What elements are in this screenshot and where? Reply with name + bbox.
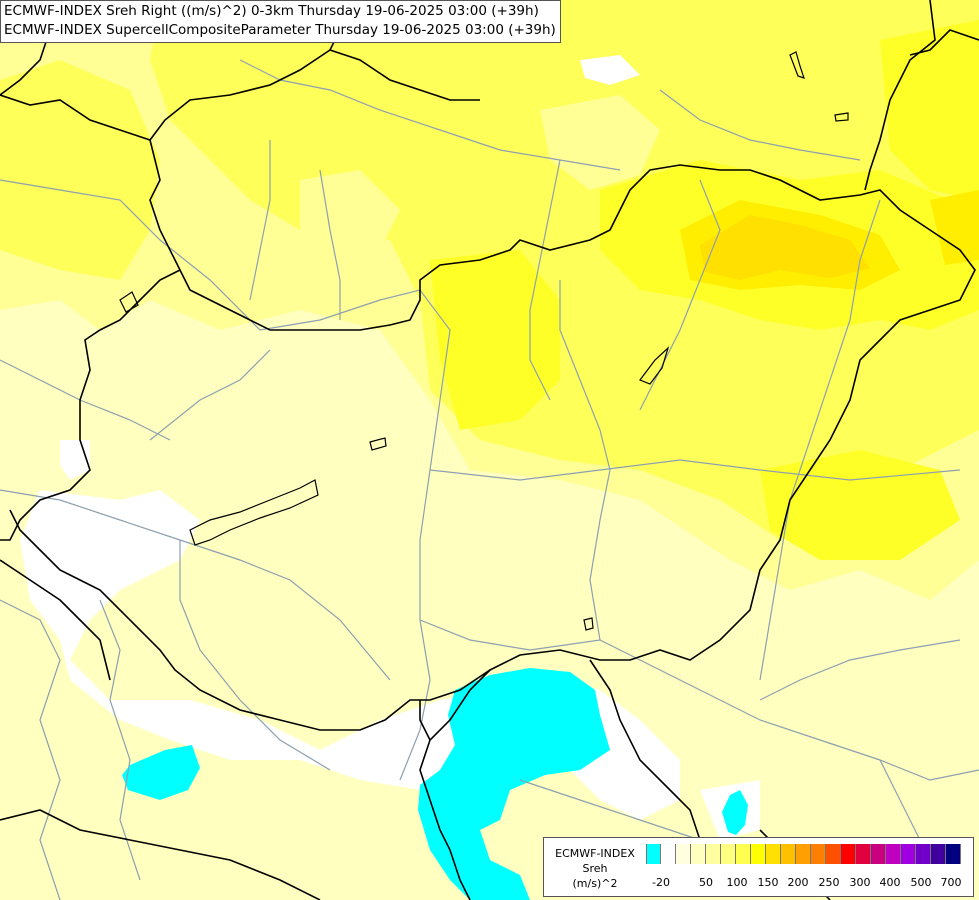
legend-swatch-3	[691, 844, 706, 864]
legend-swatch-12	[826, 844, 841, 864]
cyan-region-main	[418, 668, 610, 900]
map-title-line-1: ECMWF-INDEX Sreh Right ((m/s)^2) 0-3km T…	[4, 3, 539, 19]
legend-tick-label: 700	[940, 876, 962, 889]
legend-swatch-0	[646, 844, 661, 864]
color-legend: ECMWF-INDEX Sreh (m/s)^2 -20 50 100 150 200 2…	[543, 837, 974, 897]
yellow-region-west	[0, 60, 160, 280]
bright-yellow-region-east	[880, 20, 979, 200]
legend-unit: (m/s)^2	[572, 877, 618, 890]
legend-swatch-5	[721, 844, 736, 864]
legend-swatch-7	[751, 844, 766, 864]
pale-patch-north	[300, 170, 400, 260]
legend-swatch-11	[811, 844, 826, 864]
legend-swatch-14	[856, 844, 871, 864]
legend-parameter: Sreh	[582, 862, 608, 875]
rivers	[0, 59, 979, 900]
legend-swatch-17	[901, 844, 916, 864]
legend-swatch-19	[931, 844, 946, 864]
legend-tick-label: 300	[849, 876, 871, 889]
pale-patch-north-2	[540, 95, 660, 190]
white-region-north	[580, 55, 640, 85]
legend-source: ECMWF-INDEX	[555, 847, 635, 860]
map-title-box: ECMWF-INDEX Sreh Right ((m/s)^2) 0-3km T…	[0, 0, 561, 43]
legend-tick-label: 400	[879, 876, 901, 889]
legend-swatch-10	[796, 844, 811, 864]
cyan-region-west	[122, 745, 200, 800]
orange-core	[700, 215, 870, 280]
gold-region-east	[930, 190, 979, 265]
legend-tick-label: 100	[726, 876, 748, 889]
bright-yellow-region-se	[760, 450, 960, 560]
legend-swatch-20	[946, 844, 961, 864]
legend-tick-labels: -20 50 100 150 200 250 300 400 500 700	[646, 876, 966, 890]
bright-yellow-region-central	[430, 250, 560, 430]
legend-swatch-13	[841, 844, 856, 864]
legend-swatch-15	[871, 844, 886, 864]
legend-swatch-8	[766, 844, 781, 864]
legend-swatch-9	[781, 844, 796, 864]
legend-swatch-1	[661, 844, 676, 864]
yellow-region-north	[150, 0, 979, 540]
legend-swatch-18	[916, 844, 931, 864]
legend-swatch-6	[736, 844, 751, 864]
legend-tick-label: 150	[757, 876, 779, 889]
map-title-line-2: ECMWF-INDEX SupercellCompositeParameter …	[4, 22, 556, 38]
legend-swatch-2	[676, 844, 691, 864]
legend-tick-label: 50	[699, 876, 713, 889]
lakes	[119, 51, 849, 631]
cyan-region-east	[722, 790, 748, 835]
legend-title: ECMWF-INDEX Sreh (m/s)^2	[549, 846, 641, 891]
legend-tick-label: 200	[787, 876, 809, 889]
legend-swatch-4	[706, 844, 721, 864]
legend-tick-label: 250	[818, 876, 840, 889]
legend-color-bar	[646, 844, 961, 864]
legend-swatch-16	[886, 844, 901, 864]
legend-tick-label: -20	[652, 876, 670, 889]
legend-tick-label: 500	[910, 876, 932, 889]
